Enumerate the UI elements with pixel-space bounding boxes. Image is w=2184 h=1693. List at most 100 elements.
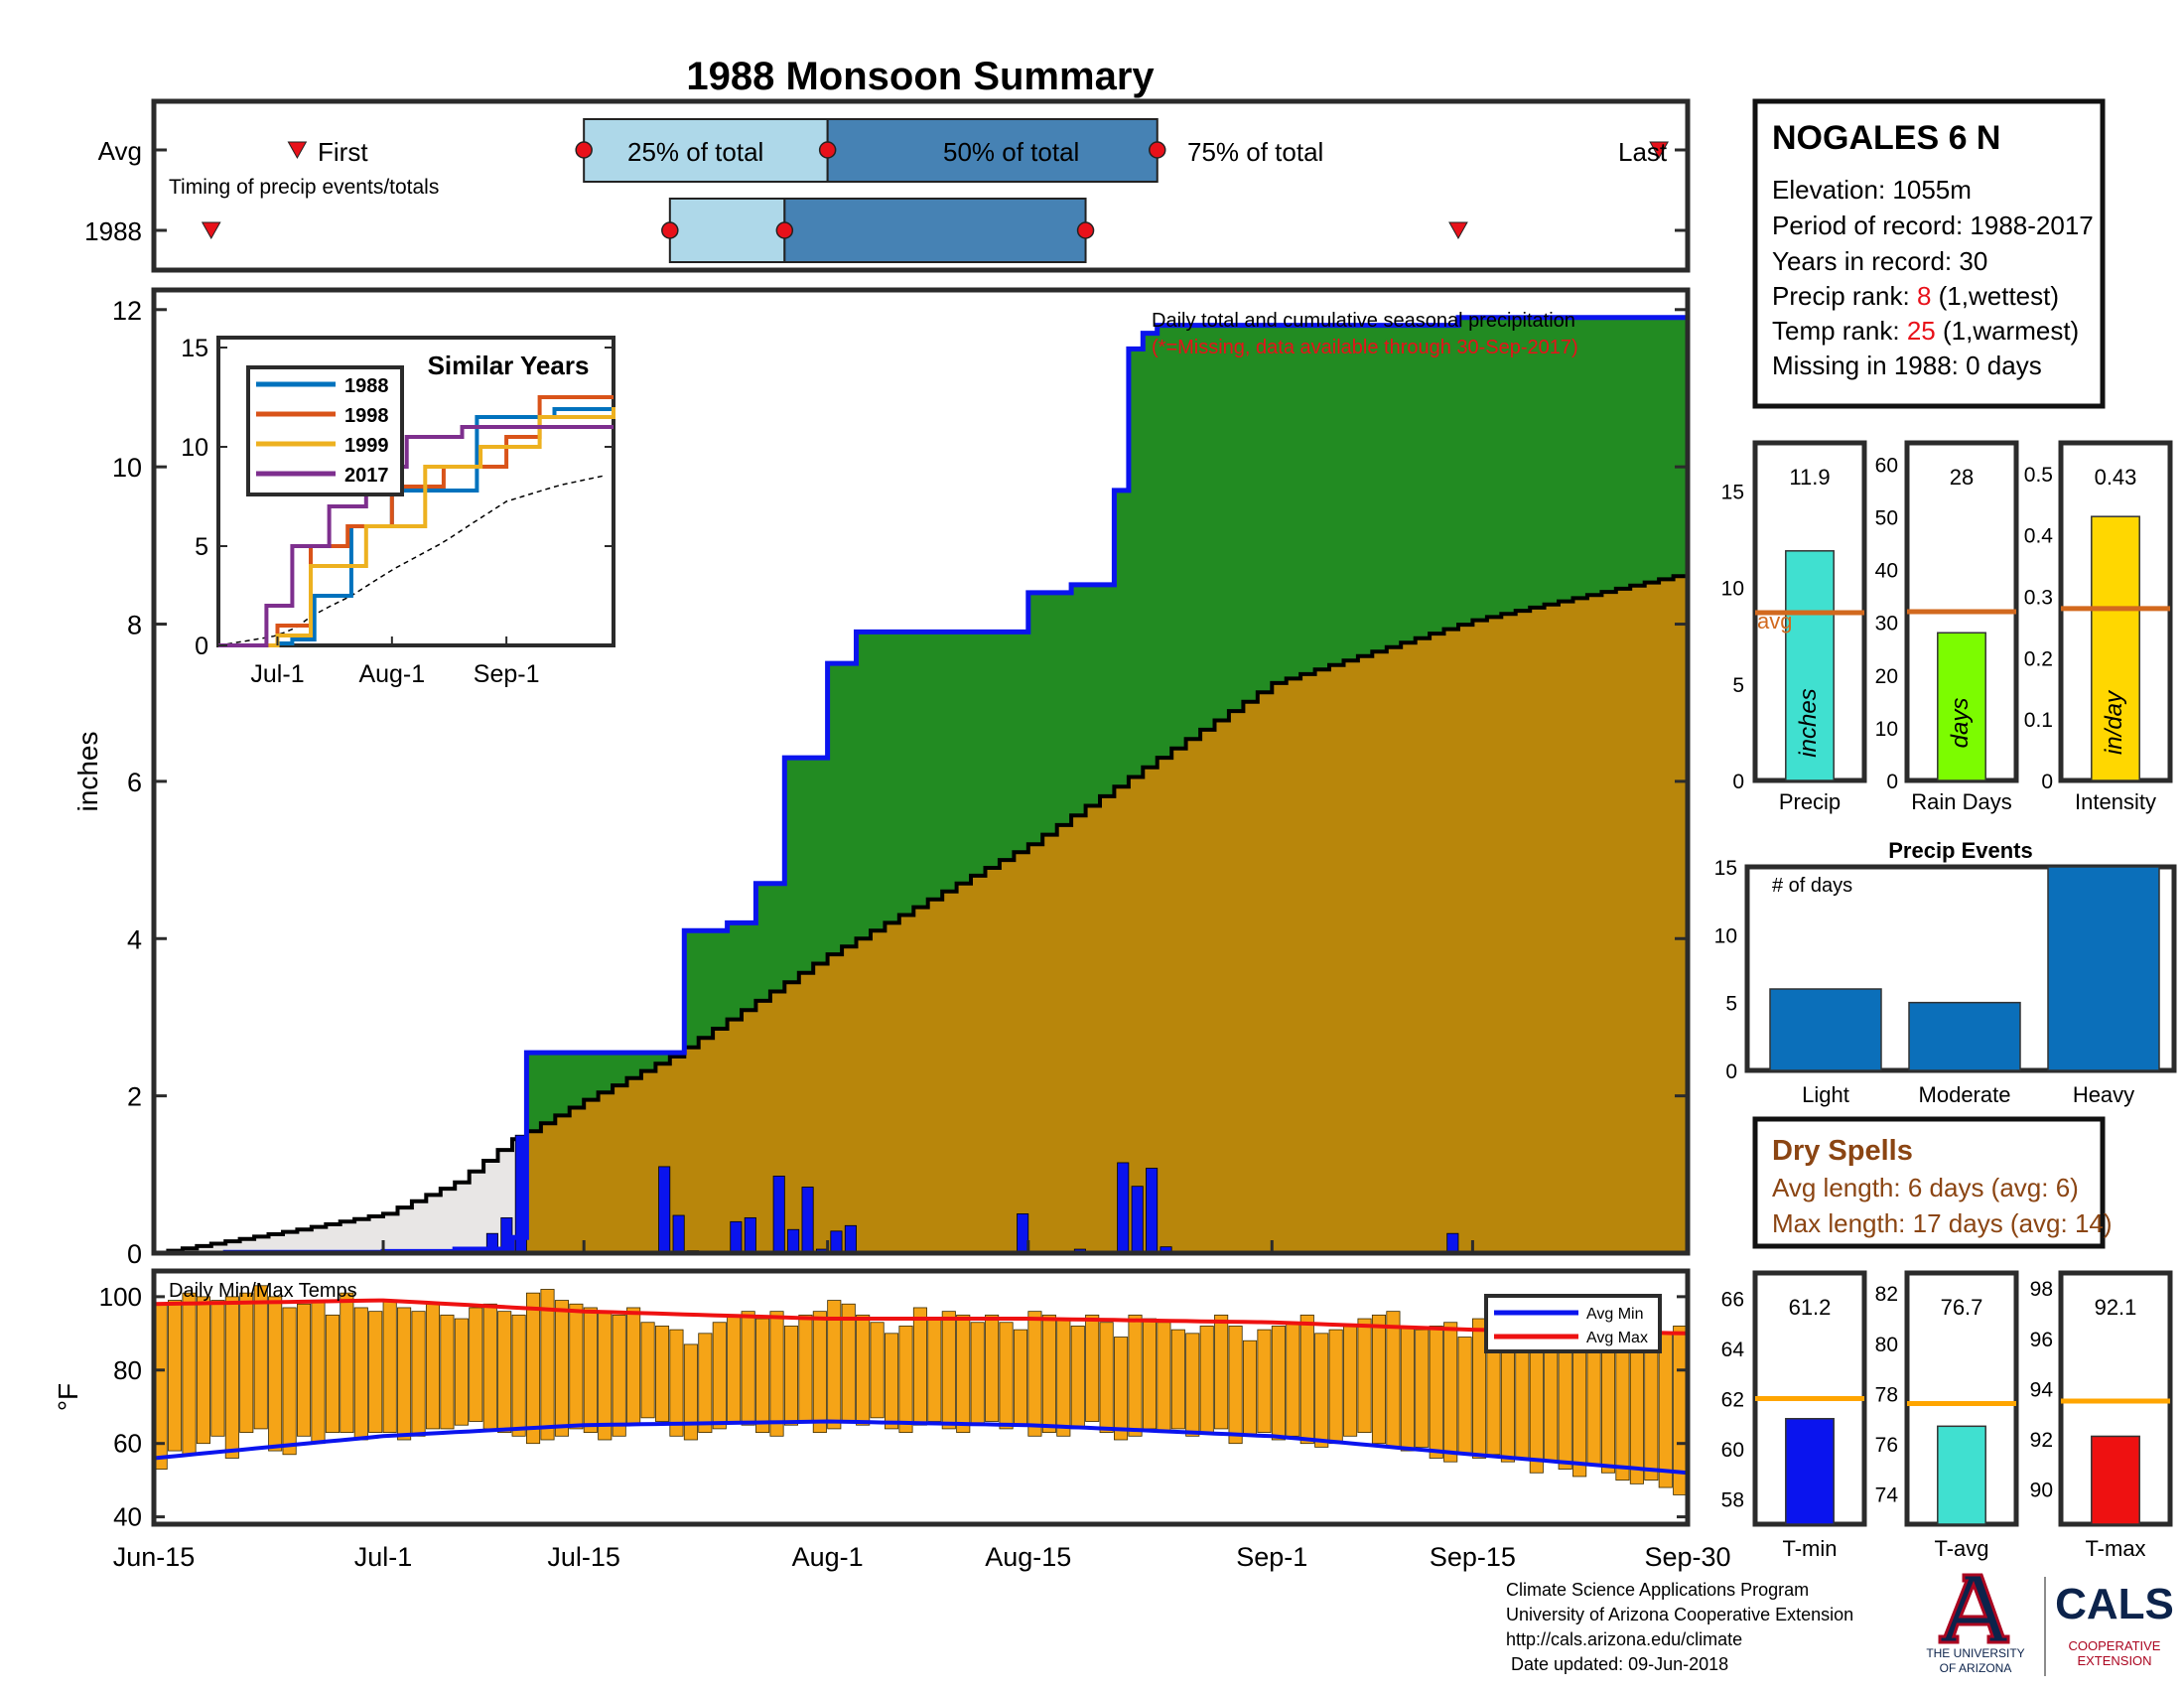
timing-q75-label: 75% of total: [1187, 137, 1323, 167]
daily-temp-range-bar: [540, 1289, 555, 1441]
precip-bar: [1785, 550, 1835, 781]
daily-precip-bar: [1017, 1213, 1029, 1254]
legend-label-1999: 1999: [344, 435, 389, 457]
temps-chart: 40 60 80 100 Daily Min/Max Temps °F Avg Min…: [53, 1268, 1691, 1532]
footer-line4: Date updated: 09-Jun-2018: [1506, 1654, 1728, 1674]
daily-temp-range-bar: [898, 1326, 913, 1434]
daily-temp-range-bar: [440, 1314, 455, 1430]
station-period: Period of record: 1988-2017: [1772, 211, 2094, 240]
daily-precip-bar: [1131, 1186, 1144, 1254]
tmin-tick-label: 58: [1721, 1489, 1744, 1512]
events-category-label: Light: [1802, 1082, 1849, 1107]
daily-temp-range-bar: [1328, 1329, 1343, 1445]
station-info-box: NOGALES 6 N Elevation: 1055m Period of r…: [1752, 98, 2106, 409]
daily-temp-range-bar: [654, 1326, 670, 1422]
intensity-unit-label: in/day: [2101, 689, 2127, 755]
inset-x-tick-label: Aug-1: [358, 660, 425, 688]
daily-temp-range-bar: [1099, 1322, 1114, 1434]
daily-precip-bar: [658, 1166, 671, 1254]
inset-series-2017: [218, 425, 614, 647]
main-y-tick-label: 8: [127, 611, 142, 640]
timing-row-label-avg: Avg: [98, 136, 142, 166]
cals-wordmark: CALS: [2055, 1580, 2174, 1628]
tmax-value-label: 92.1: [2095, 1295, 2137, 1320]
rain-days-tick-label: 50: [1875, 506, 1898, 529]
intensity-bar: [2091, 515, 2140, 781]
tmin-value-label: 61.2: [1789, 1295, 1832, 1320]
dry-spells-title: Dry Spells: [1772, 1135, 1913, 1167]
daily-temp-range-bar: [1114, 1337, 1129, 1441]
daily-temp-range-bar: [311, 1300, 326, 1445]
events-tick-label: 5: [1725, 993, 1737, 1016]
timing-year-last-marker: [1448, 221, 1468, 240]
tmax-tick-label: 96: [2030, 1329, 2053, 1351]
timing-avg-last-marker: [1649, 141, 1669, 160]
seasonal-avg-line: [154, 573, 1690, 1255]
ua-line2: OF ARIZONA: [1940, 1661, 2012, 1675]
daily-temp-range-bar: [727, 1314, 742, 1422]
daily-temp-range-bar: [196, 1296, 211, 1445]
daily-temp-range-bar: [856, 1314, 871, 1426]
inset-x-tick-label: Sep-1: [474, 660, 540, 688]
precip-tick-label: 5: [1732, 674, 1744, 697]
daily-temp-range-bar: [1056, 1318, 1071, 1437]
daily-precip-bar: [744, 1216, 756, 1254]
daily-temp-range-bar: [1142, 1318, 1157, 1430]
timing-first-label: First: [318, 137, 368, 167]
timing-year-q50-marker: [775, 221, 794, 239]
events-tick-label: 0: [1725, 1060, 1737, 1083]
temps-y-tick-label: 100: [99, 1282, 142, 1312]
timing-year-q25-marker: [661, 221, 679, 239]
daily-temp-range-bar: [340, 1292, 354, 1434]
dry-spells-avg: Avg length: 6 days (avg: 6): [1772, 1173, 2079, 1202]
x-tick-label: Sep-30: [1644, 1542, 1730, 1572]
daily-temp-range-bar: [1472, 1318, 1487, 1459]
dry-spells-max: Max length: 17 days (avg: 14): [1772, 1208, 2113, 1238]
daily-temp-range-bar: [1228, 1326, 1243, 1445]
timing-q25-label: 25% of total: [627, 137, 763, 167]
daily-temp-range-bar: [469, 1307, 483, 1422]
daily-temp-range-bar: [783, 1326, 799, 1426]
temps-y-tick-label: 40: [113, 1502, 142, 1532]
daily-temp-range-bar: [1371, 1314, 1387, 1445]
timing-year-first-marker: [201, 221, 221, 240]
events-tick-label: 10: [1714, 924, 1737, 947]
station-frame: [1752, 98, 2106, 409]
daily-temp-range-bar: [1600, 1333, 1616, 1474]
daily-precip-bar: [1446, 1232, 1459, 1254]
daily-temp-range-bar: [1185, 1333, 1200, 1437]
daily-temp-range-bar: [1658, 1333, 1673, 1488]
cumulative-precip-line: [154, 315, 1688, 1256]
daily-temp-range-bar: [640, 1322, 655, 1419]
timing-year-q50-q75-box: [783, 198, 1087, 263]
ua-line1: THE UNIVERSITY: [1926, 1646, 2024, 1660]
precip-axis-label: Precip: [1779, 789, 1841, 814]
daily-temp-range-bar: [1673, 1326, 1688, 1495]
daily-temp-range-bar: [698, 1333, 713, 1434]
main-plot-frame: [151, 287, 1691, 1256]
tmin-bar: [1785, 1417, 1835, 1525]
university-logo: THE UNIVERSITY OF ARIZONA CALS COOPERATI…: [1926, 1573, 2174, 1676]
x-tick-label: Jun-15: [113, 1542, 196, 1572]
legend-label-avg-min: Avg Min: [1586, 1306, 1644, 1323]
inset-title: Similar Years: [428, 351, 590, 380]
avg-min-temp-line: [153, 1419, 1689, 1476]
inset-x-tick-label: Jul-1: [250, 660, 304, 688]
x-tick-label: Aug-1: [792, 1542, 864, 1572]
daily-temp-range-bar: [497, 1311, 512, 1434]
daily-temp-range-bar: [827, 1300, 842, 1430]
main-y-tick-label: 10: [112, 453, 142, 483]
daily-temp-range-bar: [769, 1311, 784, 1437]
daily-temp-range-bar: [1242, 1340, 1258, 1437]
events-title: Precip Events: [1888, 838, 2033, 863]
temps-y-tick-label: 80: [113, 1355, 142, 1385]
tavg-tick-label: 74: [1875, 1484, 1899, 1507]
daily-precip-bar: [1117, 1162, 1130, 1254]
main-y-tick-label: 4: [127, 924, 142, 954]
tmax-bar: [2091, 1435, 2140, 1525]
events-note: # of days: [1772, 875, 1852, 897]
inset-series-1998: [218, 395, 614, 647]
timing-avg-q25-marker: [575, 141, 593, 159]
events-bar-moderate: [1908, 1001, 2021, 1071]
daily-temp-range-bar: [1299, 1314, 1314, 1445]
